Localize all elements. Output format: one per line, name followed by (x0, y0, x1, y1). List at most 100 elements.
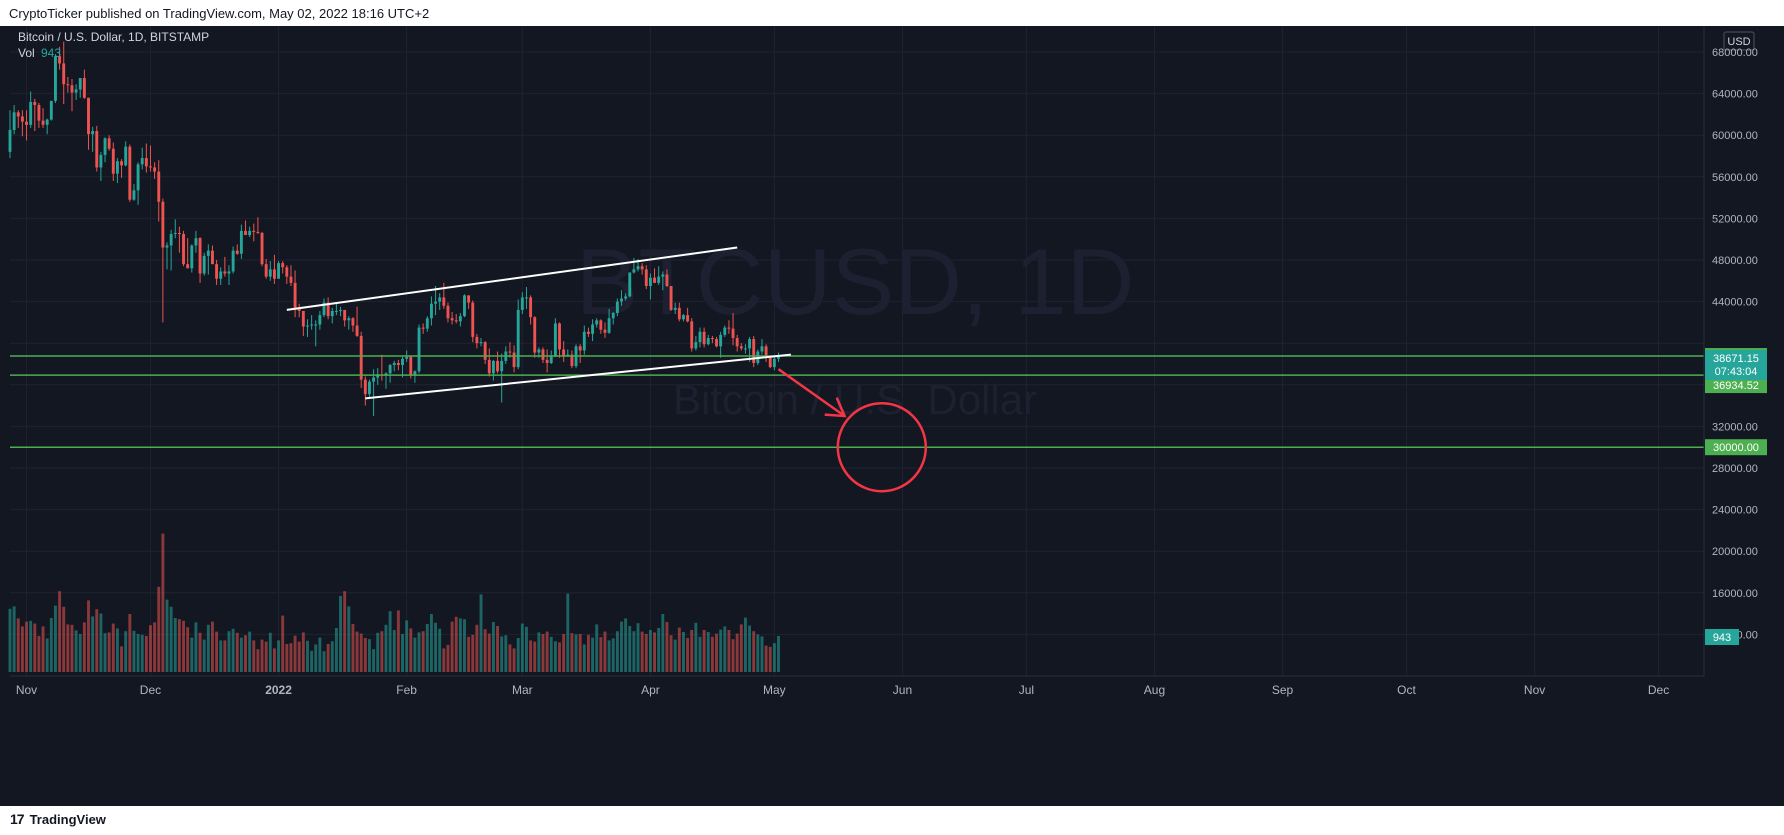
time-tick-label: Aug (1144, 683, 1165, 697)
candle-body (429, 303, 433, 319)
candle-body (442, 297, 446, 306)
candle-body (215, 264, 219, 279)
volume-bar (446, 644, 450, 672)
volume-bar (752, 631, 756, 672)
volume-bar (413, 637, 417, 672)
publish-header: CryptoTicker published on TradingView.co… (0, 0, 1784, 26)
volume-bars (8, 533, 780, 672)
volume-bar (586, 634, 590, 672)
price-tick-label: 64000.00 (1712, 89, 1758, 101)
volume-bar (396, 610, 400, 672)
volume-bar (682, 632, 685, 672)
volume-bar (359, 633, 363, 672)
volume-bar (553, 641, 557, 672)
volume-bar (339, 596, 342, 672)
volume-bar (715, 633, 718, 672)
price-chart[interactable]: BTCUSD, 1D Bitcoin / U.S. Dollar USD 680… (0, 26, 1784, 806)
volume-bar (632, 631, 636, 672)
candle-body (508, 351, 512, 353)
candle-body (330, 310, 334, 317)
volume-bar (657, 628, 661, 672)
volume-bar (483, 629, 487, 672)
tradingview-brand[interactable]: 17 TradingView (10, 811, 106, 827)
candle-body (33, 101, 37, 106)
candle-body (558, 323, 561, 350)
symbol-legend: Bitcoin / U.S. Dollar, 1D, BITSTAMP (18, 30, 209, 44)
candle-body (25, 121, 28, 125)
time-tick-label: Feb (396, 683, 417, 697)
candle-body (764, 346, 768, 358)
candle-body (182, 234, 185, 265)
volume-bar (661, 614, 665, 672)
price-tick-label: 60000.00 (1712, 130, 1758, 142)
price-tick-label: 20000.00 (1712, 546, 1758, 558)
volume-bar (95, 609, 99, 672)
watermark-name: Bitcoin / U.S. Dollar (673, 376, 1037, 423)
volume-bar (454, 616, 458, 672)
chart-legend: Bitcoin / U.S. Dollar, 1D, BITSTAMP Vol … (18, 30, 209, 60)
candle-body (479, 342, 483, 344)
chart-watermark: BTCUSD, 1D Bitcoin / U.S. Dollar (576, 229, 1135, 423)
current-price-badge (1705, 350, 1767, 381)
candle-body (248, 230, 252, 236)
candle-body (512, 352, 516, 368)
candle-body (533, 317, 537, 353)
chart-frame[interactable]: BTCUSD, 1D Bitcoin / U.S. Dollar USD 680… (0, 26, 1784, 806)
candle-body (58, 56, 62, 64)
candle-body (603, 329, 607, 333)
candle-body (111, 148, 115, 174)
candle-body (260, 232, 264, 265)
volume-bar (78, 634, 82, 672)
candle-body (95, 131, 99, 168)
volume-value-badge (1705, 629, 1739, 645)
volume-bar (425, 624, 429, 672)
volume-bar (640, 631, 644, 672)
price-axis: USD 68000.00 64000.00 60000.00 56000.00 5200… (1703, 26, 1767, 676)
volume-bar (45, 638, 49, 672)
volume-bar (363, 638, 367, 672)
candle-body (648, 277, 652, 286)
volume-bar (607, 640, 611, 672)
candle-body (450, 318, 454, 321)
volume-bar (107, 632, 111, 672)
volume-bar (574, 634, 578, 672)
chart-drawings (10, 246, 1704, 493)
time-tick-label: Sep (1272, 683, 1294, 697)
volume-bar (549, 636, 553, 672)
candle-body (310, 324, 314, 326)
volume-bar (149, 625, 152, 672)
time-tick-label: Apr (641, 683, 660, 697)
candle-body (644, 269, 648, 286)
candle-body (582, 331, 586, 351)
candle-body (710, 338, 714, 340)
candle-body (607, 318, 611, 333)
volume-bar (690, 630, 694, 672)
volume-bar (227, 631, 231, 672)
volume-bar (648, 630, 652, 672)
volume-bar (239, 637, 243, 672)
volume-bar (748, 625, 752, 672)
level-price-label: 30000.00 (1713, 442, 1759, 454)
time-tick-label: Jul (1019, 683, 1034, 697)
watermark-ticker: BTCUSD, 1D (576, 229, 1135, 334)
candle-body (401, 358, 404, 366)
volume-bar (442, 648, 446, 672)
candles (8, 41, 780, 416)
current-price-label: 38671.15 (1713, 353, 1759, 365)
volume-bar (777, 636, 780, 672)
candle-body (285, 267, 289, 277)
candle-body (525, 297, 528, 299)
candle-body (66, 84, 70, 86)
volume-legend-value: 943 (41, 46, 61, 60)
price-tick-label: 48000.00 (1712, 255, 1758, 267)
volume-bar (500, 636, 504, 672)
candle-body (372, 377, 376, 382)
volume-bar (330, 641, 334, 672)
volume-bar (636, 623, 640, 672)
candle-body (421, 327, 425, 329)
candle-body (425, 318, 429, 329)
volume-bar (496, 626, 499, 672)
volume-bar (136, 634, 140, 672)
candle-body (351, 318, 355, 326)
candle-body (777, 357, 780, 359)
